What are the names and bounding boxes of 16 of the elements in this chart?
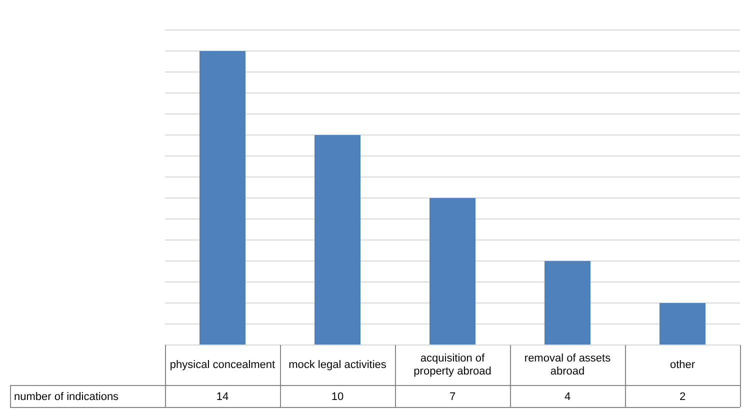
bar: [660, 303, 706, 344]
bar: [200, 51, 246, 344]
data-label: 10: [331, 391, 344, 404]
data-label: 7: [449, 391, 456, 404]
x-tick-label: physical concealment: [170, 359, 276, 372]
x-tick-label: mock legal activities: [288, 359, 387, 372]
bar: [314, 135, 360, 344]
bar: [430, 198, 476, 344]
data-label: 2: [679, 391, 686, 404]
x-tick-label: other: [670, 359, 696, 372]
data-label: 14: [216, 391, 229, 404]
x-tick-label: acquisition of property abroad: [414, 352, 492, 378]
data-label: 4: [564, 391, 571, 404]
text: number of indications: [14, 391, 120, 404]
x-tick-label: removal of assets abroad: [524, 352, 612, 378]
bar: [544, 261, 590, 344]
